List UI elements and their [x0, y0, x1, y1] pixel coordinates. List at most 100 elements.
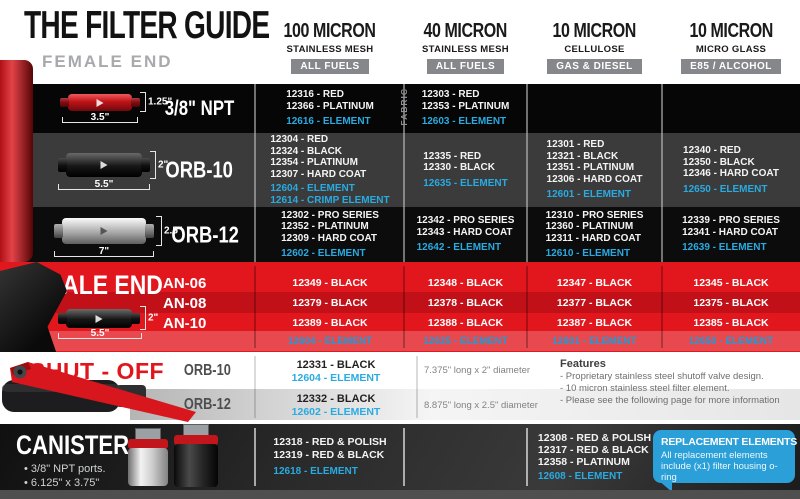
orb-12-stripe [130, 389, 800, 420]
element-cell: 12635 - ELEMENT [423, 336, 508, 347]
red-filter-photo [0, 60, 33, 262]
part-cell: 12310 - PRO SERIES 12360 - PLATINUM 1231… [527, 207, 662, 262]
filter-photo [66, 153, 142, 177]
shutoff-part-cell: 12331 - BLACK 12604 - ELEMENT [256, 359, 416, 384]
callout-tail [658, 480, 672, 492]
parts-list: 12308 - RED & POLISH 12317 - RED & BLACK… [537, 431, 652, 468]
bottom-bar [0, 490, 800, 499]
micron-title: 10 MICRON [689, 20, 773, 42]
callout-title: REPLACEMENT ELEMENTS [661, 436, 798, 448]
part-cell: 12375 - BLACK [693, 297, 769, 309]
part-cell: 12387 - BLACK [556, 317, 633, 329]
parts-list: 12304 - RED 12324 - BLACK 12354 - PLATIN… [270, 134, 367, 180]
shutoff-part: 12332 - BLACK [296, 393, 376, 405]
female-row-3-8-npt: 1.25" 3.5" 3/8" NPT 12316 - RED 12366 - … [0, 84, 800, 133]
column-divider [526, 428, 528, 486]
an-06-row: 12349 - BLACK 12348 - BLACK 12347 - BLAC… [0, 273, 800, 293]
filter-photo [68, 94, 132, 111]
elements-list: 12635 - ELEMENT [423, 177, 508, 189]
column-divider [403, 428, 405, 486]
parts-list: 12335 - RED 12330 - BLACK [423, 150, 495, 174]
column-divider [416, 356, 418, 418]
media-subtitle: MICRO GLASS [695, 44, 767, 55]
column-divider [403, 84, 405, 262]
replacement-elements-callout: REPLACEMENT ELEMENTS All replacement ele… [653, 430, 798, 492]
female-row-orb-12: 2.5" 7" ORB-12 12302 - PRO SERIES 12352 … [0, 207, 800, 262]
media-subtitle: STAINLESS MESH [422, 44, 509, 55]
canister-cap [128, 439, 168, 449]
an-08-row: 12379 - BLACK 12378 - BLACK 12377 - BLAC… [0, 293, 800, 313]
part-cell: 12377 - BLACK [556, 297, 633, 309]
column-divider [403, 266, 405, 348]
column-divider [526, 84, 528, 262]
elements-list: 12618 - ELEMENT [273, 466, 358, 478]
features-list: - Proprietary stainless steel shutoff va… [560, 371, 780, 406]
width-dimension: 5.5" [58, 328, 142, 339]
part-cell [404, 424, 527, 490]
parts-list: 12310 - PRO SERIES 12360 - PLATINUM 1231… [545, 209, 644, 244]
parts-list: 12316 - RED 12366 - PLATINUM [286, 89, 374, 112]
canister-body [128, 448, 168, 486]
shutoff-valve-photo [0, 360, 205, 424]
elements-list: 12603 - ELEMENT [421, 116, 507, 128]
parts-list: 12303 - RED 12353 - PLATINUM [421, 89, 510, 112]
width-dimension: 7" [54, 246, 154, 257]
height-dimension: 2" [150, 151, 168, 179]
aeromotive-logo-icon [95, 314, 103, 323]
element-stripe [0, 331, 800, 351]
part-cell: 12342 - PRO SERIES 12343 - HARD COAT 126… [404, 207, 527, 262]
column-header-10-micron-micro-glass: 10 MICRON MICRO GLASS E85 / ALCOHOL [662, 20, 800, 74]
canister-section: CANISTER • 3/8" NPT ports. • 6.125" x 3.… [0, 424, 800, 492]
shutoff-part: 12331 - BLACK [296, 359, 376, 371]
elements-list: 12602 - ELEMENT [281, 248, 366, 259]
canister-title: CANISTER [16, 430, 130, 460]
parts-list: 12342 - PRO SERIES 12343 - HARD COAT [416, 215, 515, 238]
part-cell: 12378 - BLACK [427, 297, 504, 309]
part-cell: 12318 - RED & POLISH 12319 - RED & BLACK… [256, 424, 404, 490]
elements-list: 12601 - ELEMENT [546, 189, 631, 201]
page-title: THE FILTER GUIDE [24, 4, 270, 47]
part-cell: 12304 - RED 12324 - BLACK 12354 - PLATIN… [256, 133, 404, 207]
canister-specs: • 3/8" NPT ports. • 6.125" x 3.75" [24, 463, 106, 489]
aeromotive-logo-icon [100, 161, 108, 169]
part-cell: 12347 - BLACK [556, 277, 633, 289]
page-subtitle: FEMALE END [42, 52, 173, 71]
part-cell: 12302 - PRO SERIES 12352 - PLATINUM 1230… [256, 207, 404, 262]
an-row-label: AN-08 [163, 295, 207, 312]
column-header-100-micron: 100 MICRON STAINLESS MESH ALL FUELS [256, 20, 404, 74]
elements-list: 12642 - ELEMENT [416, 242, 502, 254]
parts-list: 12318 - RED & POLISH 12319 - RED & BLACK [273, 436, 387, 462]
column-header-40-micron: 40 MICRON STAINLESS MESH ALL FUELS [404, 20, 527, 74]
parts-list: 12339 - PRO SERIES 12341 - HARD COAT [682, 215, 780, 238]
media-subtitle: CELLULOSE [564, 44, 625, 55]
height-dimension: 2.5" [156, 216, 183, 246]
row-label: 3/8" NPT [164, 96, 234, 120]
filter-photo [66, 309, 132, 328]
canister-photo-black [174, 424, 218, 487]
an-row-label: AN-10 [163, 315, 207, 332]
fuel-badge: GAS & DIESEL [547, 59, 642, 74]
an-08-stripe [0, 292, 800, 313]
parts-list: 12302 - PRO SERIES 12352 - PLATINUM 1230… [281, 209, 379, 244]
width-dimension: 5.5" [58, 179, 150, 190]
micron-title: 100 MICRON [283, 20, 377, 42]
elements-list: 12650 - ELEMENT [683, 183, 768, 195]
width-dimension: 3.5" [62, 112, 138, 123]
part-cell: 12303 - RED 12353 - PLATINUM 12603 - ELE… [404, 84, 527, 133]
part-cell [662, 84, 800, 133]
female-row-orb-10: 2" 5.5" ORB-10 12304 - RED 12324 - BLACK… [0, 133, 800, 207]
part-cell: 12389 - BLACK [292, 317, 368, 329]
row-label: ORB-12 [171, 221, 239, 247]
features-block: Features - Proprietary stainless steel s… [560, 358, 795, 407]
shutoff-size: 7.375" long x 2" diameter [424, 365, 531, 376]
column-divider [254, 428, 256, 486]
fabric-note: FABRIC [399, 88, 409, 126]
male-element-row: 12604 - ELEMENT 12635 - ELEMENT 12601 - … [0, 332, 800, 352]
element-cell: 12650 - ELEMENT [688, 336, 774, 347]
media-subtitle: STAINLESS MESH [286, 44, 374, 55]
canister-body [174, 444, 218, 487]
part-cell [527, 84, 662, 133]
an-10-row: 12389 - BLACK 12388 - BLACK 12387 - BLAC… [0, 313, 800, 333]
part-cell: 12345 - BLACK [693, 277, 769, 289]
